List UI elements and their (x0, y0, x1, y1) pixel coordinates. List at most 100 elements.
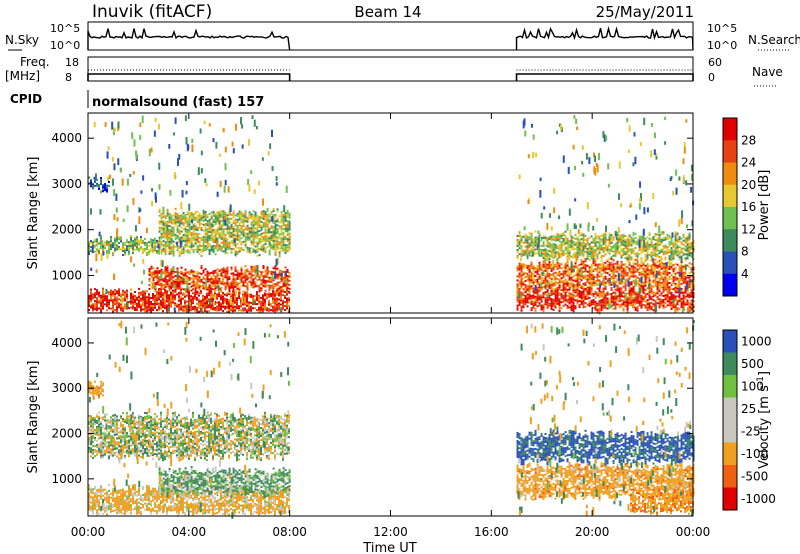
heatmap-cell (656, 286, 659, 289)
heatmap-cell (624, 247, 627, 250)
heatmap-cell (584, 274, 587, 277)
heatmap-cell (96, 293, 98, 296)
heatmap-cell (666, 283, 669, 286)
heatmap-cell (210, 233, 213, 236)
heatmap-cell (626, 251, 629, 254)
heatmap-cell (256, 220, 259, 223)
heatmap-cell (572, 254, 575, 257)
heatmap-cell (272, 236, 275, 239)
heatmap-cell (212, 212, 215, 215)
heatmap-cell (134, 242, 136, 245)
heatmap-cell (224, 284, 227, 287)
heatmap-cell (256, 279, 259, 282)
heatmap-cell (202, 215, 205, 218)
heatmap-cell (252, 250, 255, 253)
heatmap-cell (232, 308, 234, 311)
heatmap-cell (588, 255, 591, 258)
heatmap-cell (258, 298, 260, 301)
heatmap-cell (208, 234, 211, 237)
heatmap-cell (554, 255, 557, 258)
heatmap-cell (652, 305, 655, 308)
heatmap-cell (232, 216, 235, 219)
heatmap-cell (284, 218, 287, 221)
heatmap-cell (630, 250, 633, 253)
heatmap-cell (190, 248, 193, 251)
heatmap-cell (280, 219, 283, 222)
heatmap-cell (546, 269, 549, 272)
heatmap-cell (186, 306, 188, 309)
heatmap-cell (660, 302, 663, 305)
heatmap-cell (674, 272, 677, 275)
heatmap-cell (222, 301, 224, 304)
heatmap-cell (624, 303, 627, 306)
heatmap-cell (180, 220, 183, 223)
heatmap-cell (660, 273, 663, 276)
heatmap-cell (150, 302, 152, 305)
heatmap-cell (218, 220, 221, 223)
heatmap-cell (556, 296, 559, 299)
heatmap-cell (576, 269, 579, 272)
heatmap-cell (274, 225, 277, 228)
heatmap-cell (578, 271, 581, 274)
heatmap-cell (610, 277, 613, 280)
heatmap-cell (628, 289, 631, 292)
heatmap-cell (196, 302, 198, 305)
heatmap-cell (232, 282, 235, 285)
heatmap-cell (214, 219, 217, 222)
heatmap-cell (224, 245, 227, 248)
heatmap-cell (172, 301, 174, 304)
heatmap-cell (650, 268, 653, 271)
heatmap-cell (288, 298, 290, 301)
heatmap-cell (206, 280, 209, 283)
heatmap-cell (224, 297, 226, 300)
heatmap-cell (242, 214, 245, 217)
heatmap-cell (252, 218, 255, 221)
heatmap-cell (90, 306, 92, 309)
heatmap-cell (688, 276, 691, 279)
heatmap-cell (252, 278, 255, 281)
heatmap-cell (628, 254, 631, 257)
heatmap-cell (228, 225, 231, 228)
heatmap-cell (630, 236, 633, 239)
heatmap-cell (252, 224, 255, 227)
heatmap-cell (174, 219, 177, 222)
heatmap-cell (642, 246, 645, 249)
heatmap-cell (204, 245, 207, 248)
heatmap-cell (184, 305, 186, 308)
heatmap-cell (196, 282, 199, 285)
nave-label: Nave (752, 65, 783, 79)
heatmap-cell (226, 276, 229, 279)
heatmap-cell (104, 299, 106, 302)
heatmap-cell (628, 293, 631, 296)
heatmap-cell (116, 302, 118, 305)
heatmap-cell (278, 253, 281, 256)
heatmap-cell (260, 271, 263, 274)
heatmap-cell (520, 278, 523, 281)
heatmap-cell (256, 240, 259, 243)
heatmap-cell (200, 266, 203, 269)
heatmap-cell (180, 222, 183, 225)
heatmap-cell (252, 242, 255, 245)
heatmap-cell (226, 274, 229, 277)
heatmap-cell (536, 299, 539, 302)
heatmap-cell (288, 279, 291, 282)
heatmap-cell (220, 241, 223, 244)
heatmap-cell (214, 308, 216, 311)
heatmap-cell (606, 299, 609, 302)
heatmap-cell (666, 279, 669, 282)
heatmap-cell (248, 251, 251, 254)
heatmap-cell (544, 254, 547, 257)
heatmap-cell (592, 284, 595, 287)
nave-tick-bottom: 0 (708, 71, 715, 84)
heatmap-cell (656, 288, 659, 291)
heatmap-cell (682, 267, 685, 270)
heatmap-cell (564, 252, 567, 255)
heatmap-cell (206, 272, 209, 275)
heatmap-cell (220, 219, 223, 222)
heatmap-cell (160, 216, 163, 219)
heatmap-cell (286, 225, 289, 228)
heatmap-cell (124, 297, 126, 300)
heatmap-cell (264, 231, 267, 234)
heatmap-cell (598, 290, 601, 293)
heatmap-cell (286, 239, 289, 242)
